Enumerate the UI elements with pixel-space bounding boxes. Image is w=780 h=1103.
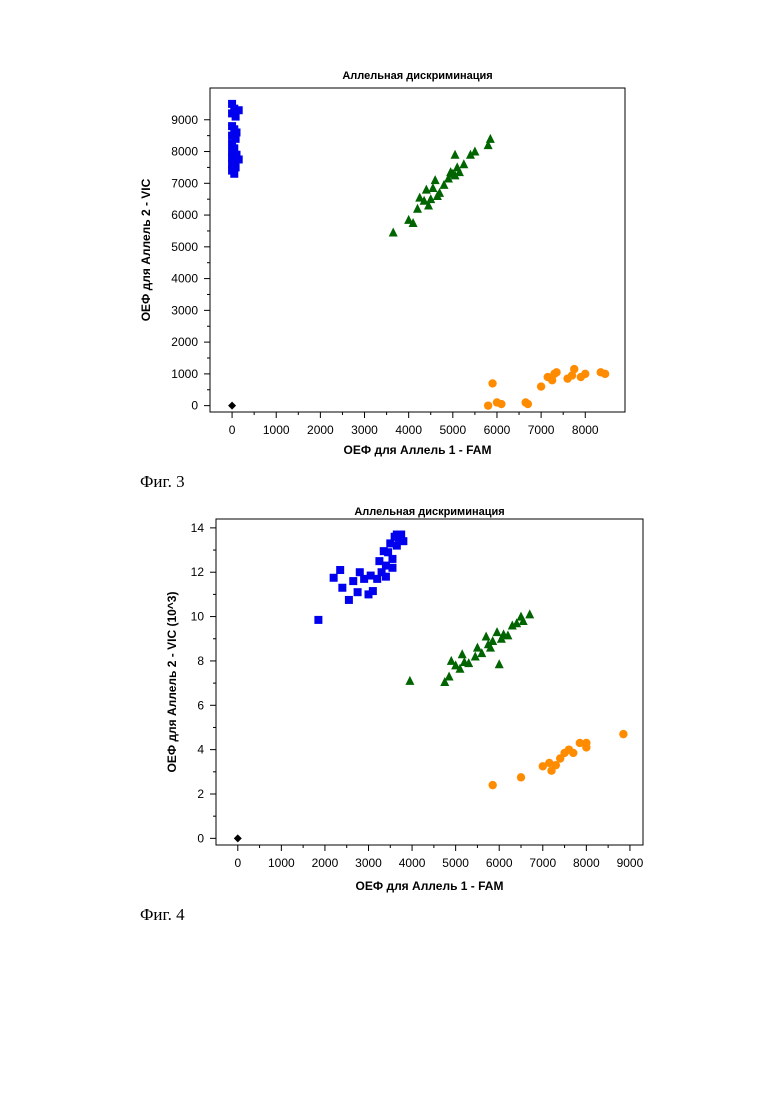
y-tick-label: 4 [197, 743, 204, 757]
y-tick-label: 12 [191, 565, 205, 579]
chart-title: Аллельная дискриминация [342, 70, 492, 82]
allelic-discrimination-chart-fig4: Аллельная дискриминация 0 1000 2000 3000 4000… [0, 495, 780, 895]
data-point-triangle [486, 134, 495, 143]
data-point-circle [569, 749, 577, 757]
data-point-triangle [470, 147, 479, 156]
data-point-triangle [525, 609, 534, 618]
data-point-square [314, 616, 322, 624]
data-point-square [338, 584, 346, 592]
data-point-circle [488, 379, 496, 387]
y-tick-label: 4000 [171, 272, 198, 286]
x-tick-label: 3000 [355, 856, 382, 870]
data-point-circle [601, 370, 609, 378]
x-tick-label: 0 [234, 856, 241, 870]
data-point-square [330, 574, 338, 582]
data-point-triangle [422, 185, 431, 194]
y-tick-label: 9000 [171, 113, 198, 127]
y-tick-label: 7000 [171, 176, 198, 190]
data-point-circle [484, 401, 492, 409]
x-tick-label: 6000 [486, 856, 513, 870]
data-point-triangle [458, 649, 467, 658]
x-tick-label: 5000 [439, 423, 466, 437]
data-point-square [354, 588, 362, 596]
y-tick-label: 8000 [171, 145, 198, 159]
data-point-square [230, 170, 238, 178]
data-point-circle [581, 370, 589, 378]
data-point-square [345, 596, 353, 604]
y-tick-label: 6 [197, 698, 204, 712]
data-point-triangle [459, 159, 468, 168]
data-point-circle [582, 739, 590, 747]
y-tick-label: 14 [191, 521, 205, 535]
data-point-circle [550, 370, 558, 378]
data-point-triangle [431, 175, 440, 184]
data-point-square [369, 587, 377, 595]
x-tick-label: 9000 [617, 856, 644, 870]
y-tick-label: 10 [191, 610, 205, 624]
chart-title: Аллельная дискриминация [354, 506, 504, 518]
y-tick-label: 1000 [171, 367, 198, 381]
data-point-square [382, 573, 390, 581]
allelic-discrimination-chart-fig3: Аллельная дискриминация 0 1000 2000 3000 4000… [0, 0, 780, 470]
data-point-triangle [405, 676, 414, 685]
data-point-triangle [389, 228, 398, 237]
data-point-triangle [495, 659, 504, 668]
data-point-circle [517, 773, 525, 781]
data-point-triangle [473, 643, 482, 652]
data-point-square [232, 113, 240, 121]
y-tick-label: 5000 [171, 240, 198, 254]
y-tick-label: 8 [197, 654, 204, 668]
data-point-triangle [493, 627, 502, 636]
x-tick-label: 8000 [572, 423, 599, 437]
data-point-circle [537, 382, 545, 390]
data-point-circle [497, 400, 505, 408]
x-tick-label: 2000 [312, 856, 339, 870]
data-point-diamond [234, 834, 242, 842]
plot-area-frame [210, 88, 625, 412]
data-point-triangle [482, 632, 491, 641]
data-point-square [388, 564, 396, 572]
data-point-diamond [228, 402, 236, 410]
x-tick-label: 1000 [268, 856, 295, 870]
data-point-circle [488, 781, 496, 789]
figure-caption: Фиг. 4 [140, 905, 185, 925]
x-tick-label: 7000 [528, 423, 555, 437]
data-point-triangle [428, 183, 437, 192]
x-tick-label: 5000 [442, 856, 469, 870]
x-tick-label: 0 [229, 423, 236, 437]
x-tick-label: 7000 [529, 856, 556, 870]
x-axis-label: ОЕФ для Аллель 1 - FAM [344, 443, 492, 457]
chart-svg: Аллельная дискриминация 0 1000 2000 3000 4000… [0, 495, 780, 895]
y-tick-label: 3000 [171, 303, 198, 317]
data-point-triangle [413, 204, 422, 213]
x-tick-label: 3000 [351, 423, 378, 437]
y-tick-label: 0 [191, 399, 198, 413]
plot-area-frame [216, 519, 643, 845]
x-tick-label: 8000 [573, 856, 600, 870]
y-axis-label: ОЕФ для Аллель 2 - VIC (10^3) [165, 592, 179, 773]
x-tick-label: 6000 [484, 423, 511, 437]
x-tick-label: 1000 [263, 423, 290, 437]
y-axis-label: ОЕФ для Аллель 2 - VIC [139, 178, 153, 321]
data-point-square [336, 566, 344, 574]
data-point-circle [619, 730, 627, 738]
chart-svg: Аллельная дискриминация 0 1000 2000 3000 4000… [0, 0, 780, 470]
y-tick-label: 2000 [171, 335, 198, 349]
data-point-triangle [451, 150, 460, 159]
data-point-square [393, 531, 401, 539]
y-tick-label: 6000 [171, 208, 198, 222]
figure-caption: Фиг. 3 [140, 472, 185, 492]
data-point-square [349, 577, 357, 585]
y-tick-label: 0 [197, 831, 204, 845]
data-point-circle [524, 400, 532, 408]
x-tick-label: 2000 [307, 423, 334, 437]
x-axis-label: ОЕФ для Аллель 1 - FAM [356, 879, 504, 893]
x-tick-label: 4000 [399, 856, 426, 870]
data-point-triangle [445, 671, 454, 680]
x-tick-label: 4000 [395, 423, 422, 437]
data-point-circle [568, 371, 576, 379]
y-tick-label: 2 [197, 787, 204, 801]
